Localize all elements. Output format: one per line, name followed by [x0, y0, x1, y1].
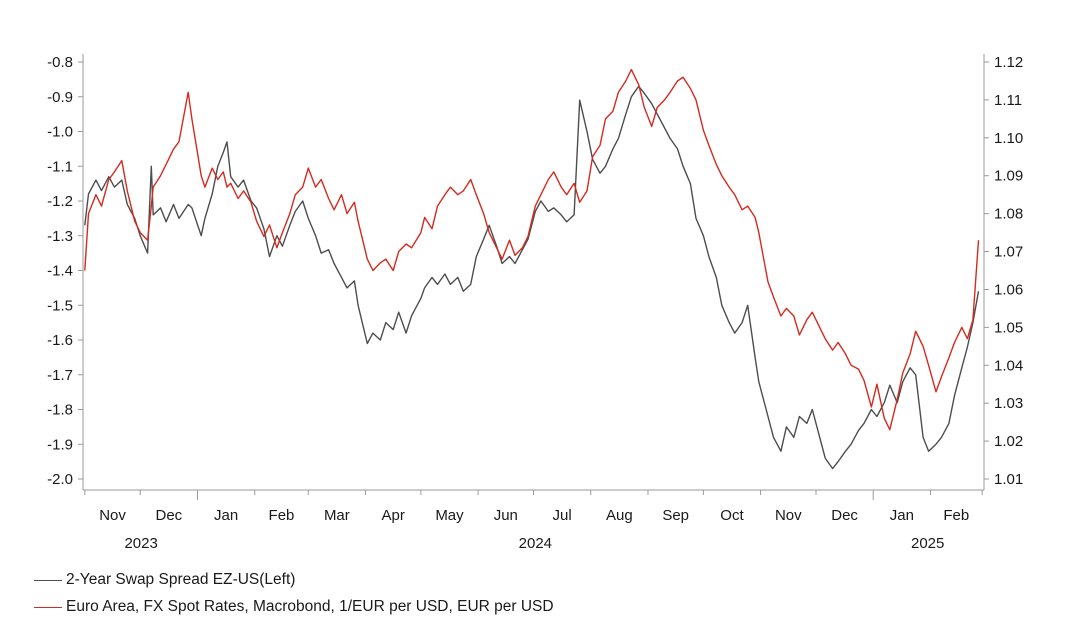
left-tick-label: -1.6	[47, 332, 73, 349]
year-tick-label: 2025	[911, 535, 944, 552]
legend-label-swap-spread: 2-Year Swap Spread EZ-US(Left)	[66, 571, 296, 588]
left-tick-label: -2.0	[47, 471, 73, 488]
legend-item-eurusd: Euro Area, FX Spot Rates, Macrobond, 1/E…	[34, 598, 554, 616]
right-tick-label: 1.10	[994, 130, 1023, 147]
month-tick-label: Jan	[214, 507, 238, 524]
series-eurusd-line	[84, 68, 980, 431]
right-tick-label: 1.11	[994, 92, 1022, 109]
left-tick-label: -1.3	[47, 228, 73, 245]
right-tick-label: 1.08	[994, 206, 1023, 223]
left-tick-label: -0.9	[47, 89, 73, 106]
right-tick-label: 1.03	[994, 395, 1023, 412]
month-tick-label: Jun	[494, 507, 518, 524]
legend-label-eurusd: Euro Area, FX Spot Rates, Macrobond, 1/E…	[66, 598, 554, 615]
left-tick-label: -1.4	[47, 263, 73, 280]
month-tick-label: Nov	[775, 507, 802, 524]
month-tick-label: Feb	[943, 507, 969, 524]
month-tick-label: Dec	[831, 507, 858, 524]
year-tick-label: 2023	[124, 535, 157, 552]
plot-area	[84, 68, 980, 470]
month-tick-label: Nov	[99, 507, 126, 524]
left-tick-label: -1.0	[47, 124, 73, 141]
right-tick-label: 1.12	[994, 54, 1023, 71]
legend-swatch-eurusd	[34, 606, 62, 608]
right-tick-label: 1.04	[994, 357, 1023, 374]
month-tick-label: Sep	[662, 507, 689, 524]
legend-item-swap-spread: 2-Year Swap Spread EZ-US(Left)	[34, 571, 295, 589]
month-tick-label: May	[435, 507, 464, 524]
month-tick-label: Aug	[606, 507, 633, 524]
month-tick-label: Jan	[890, 507, 914, 524]
right-tick-label: 1.05	[994, 319, 1023, 336]
left-tick-label: -1.1	[47, 158, 73, 175]
left-tick-label: -0.8	[47, 54, 73, 71]
left-tick-label: -1.9	[47, 436, 73, 453]
x-axis: Nov Dec Jan Feb Mar Apr May Jun Jul Aug Sep Oct Nov D…	[83, 489, 984, 552]
dual-axis-line-chart: -0.8 -0.9 -1.0 -1.1 -1.2 -1.3 -1.4 -1.5 -1.6 -1.7…	[47, 54, 1023, 552]
left-tick-label: -1.2	[47, 193, 73, 210]
month-tick-label: Oct	[720, 507, 744, 524]
month-tick-label: Jul	[553, 507, 572, 524]
left-tick-label: -1.8	[47, 402, 73, 419]
right-tick-label: 1.02	[994, 433, 1023, 450]
legend-swatch-swap-spread	[34, 579, 62, 581]
month-tick-label: Feb	[269, 507, 295, 524]
left-tick-label: -1.7	[47, 367, 73, 384]
right-tick-label: 1.01	[994, 471, 1023, 488]
series-swap-spread-line	[84, 85, 980, 470]
month-tick-label: Dec	[156, 507, 183, 524]
right-tick-label: 1.09	[994, 168, 1023, 185]
left-tick-label: -1.5	[47, 297, 73, 314]
right-tick-label: 1.06	[994, 281, 1023, 298]
left-y-axis: -0.8 -0.9 -1.0 -1.1 -1.2 -1.3 -1.4 -1.5 -1.6 -1.7…	[47, 54, 84, 490]
month-tick-label: Apr	[382, 507, 405, 524]
year-tick-label: 2024	[519, 535, 552, 552]
right-tick-label: 1.07	[994, 244, 1023, 261]
month-tick-label: Mar	[324, 507, 350, 524]
right-y-axis: 1.12 1.11 1.10 1.09 1.08 1.07 1.06 1.05 1.04 1.03…	[983, 54, 1023, 490]
